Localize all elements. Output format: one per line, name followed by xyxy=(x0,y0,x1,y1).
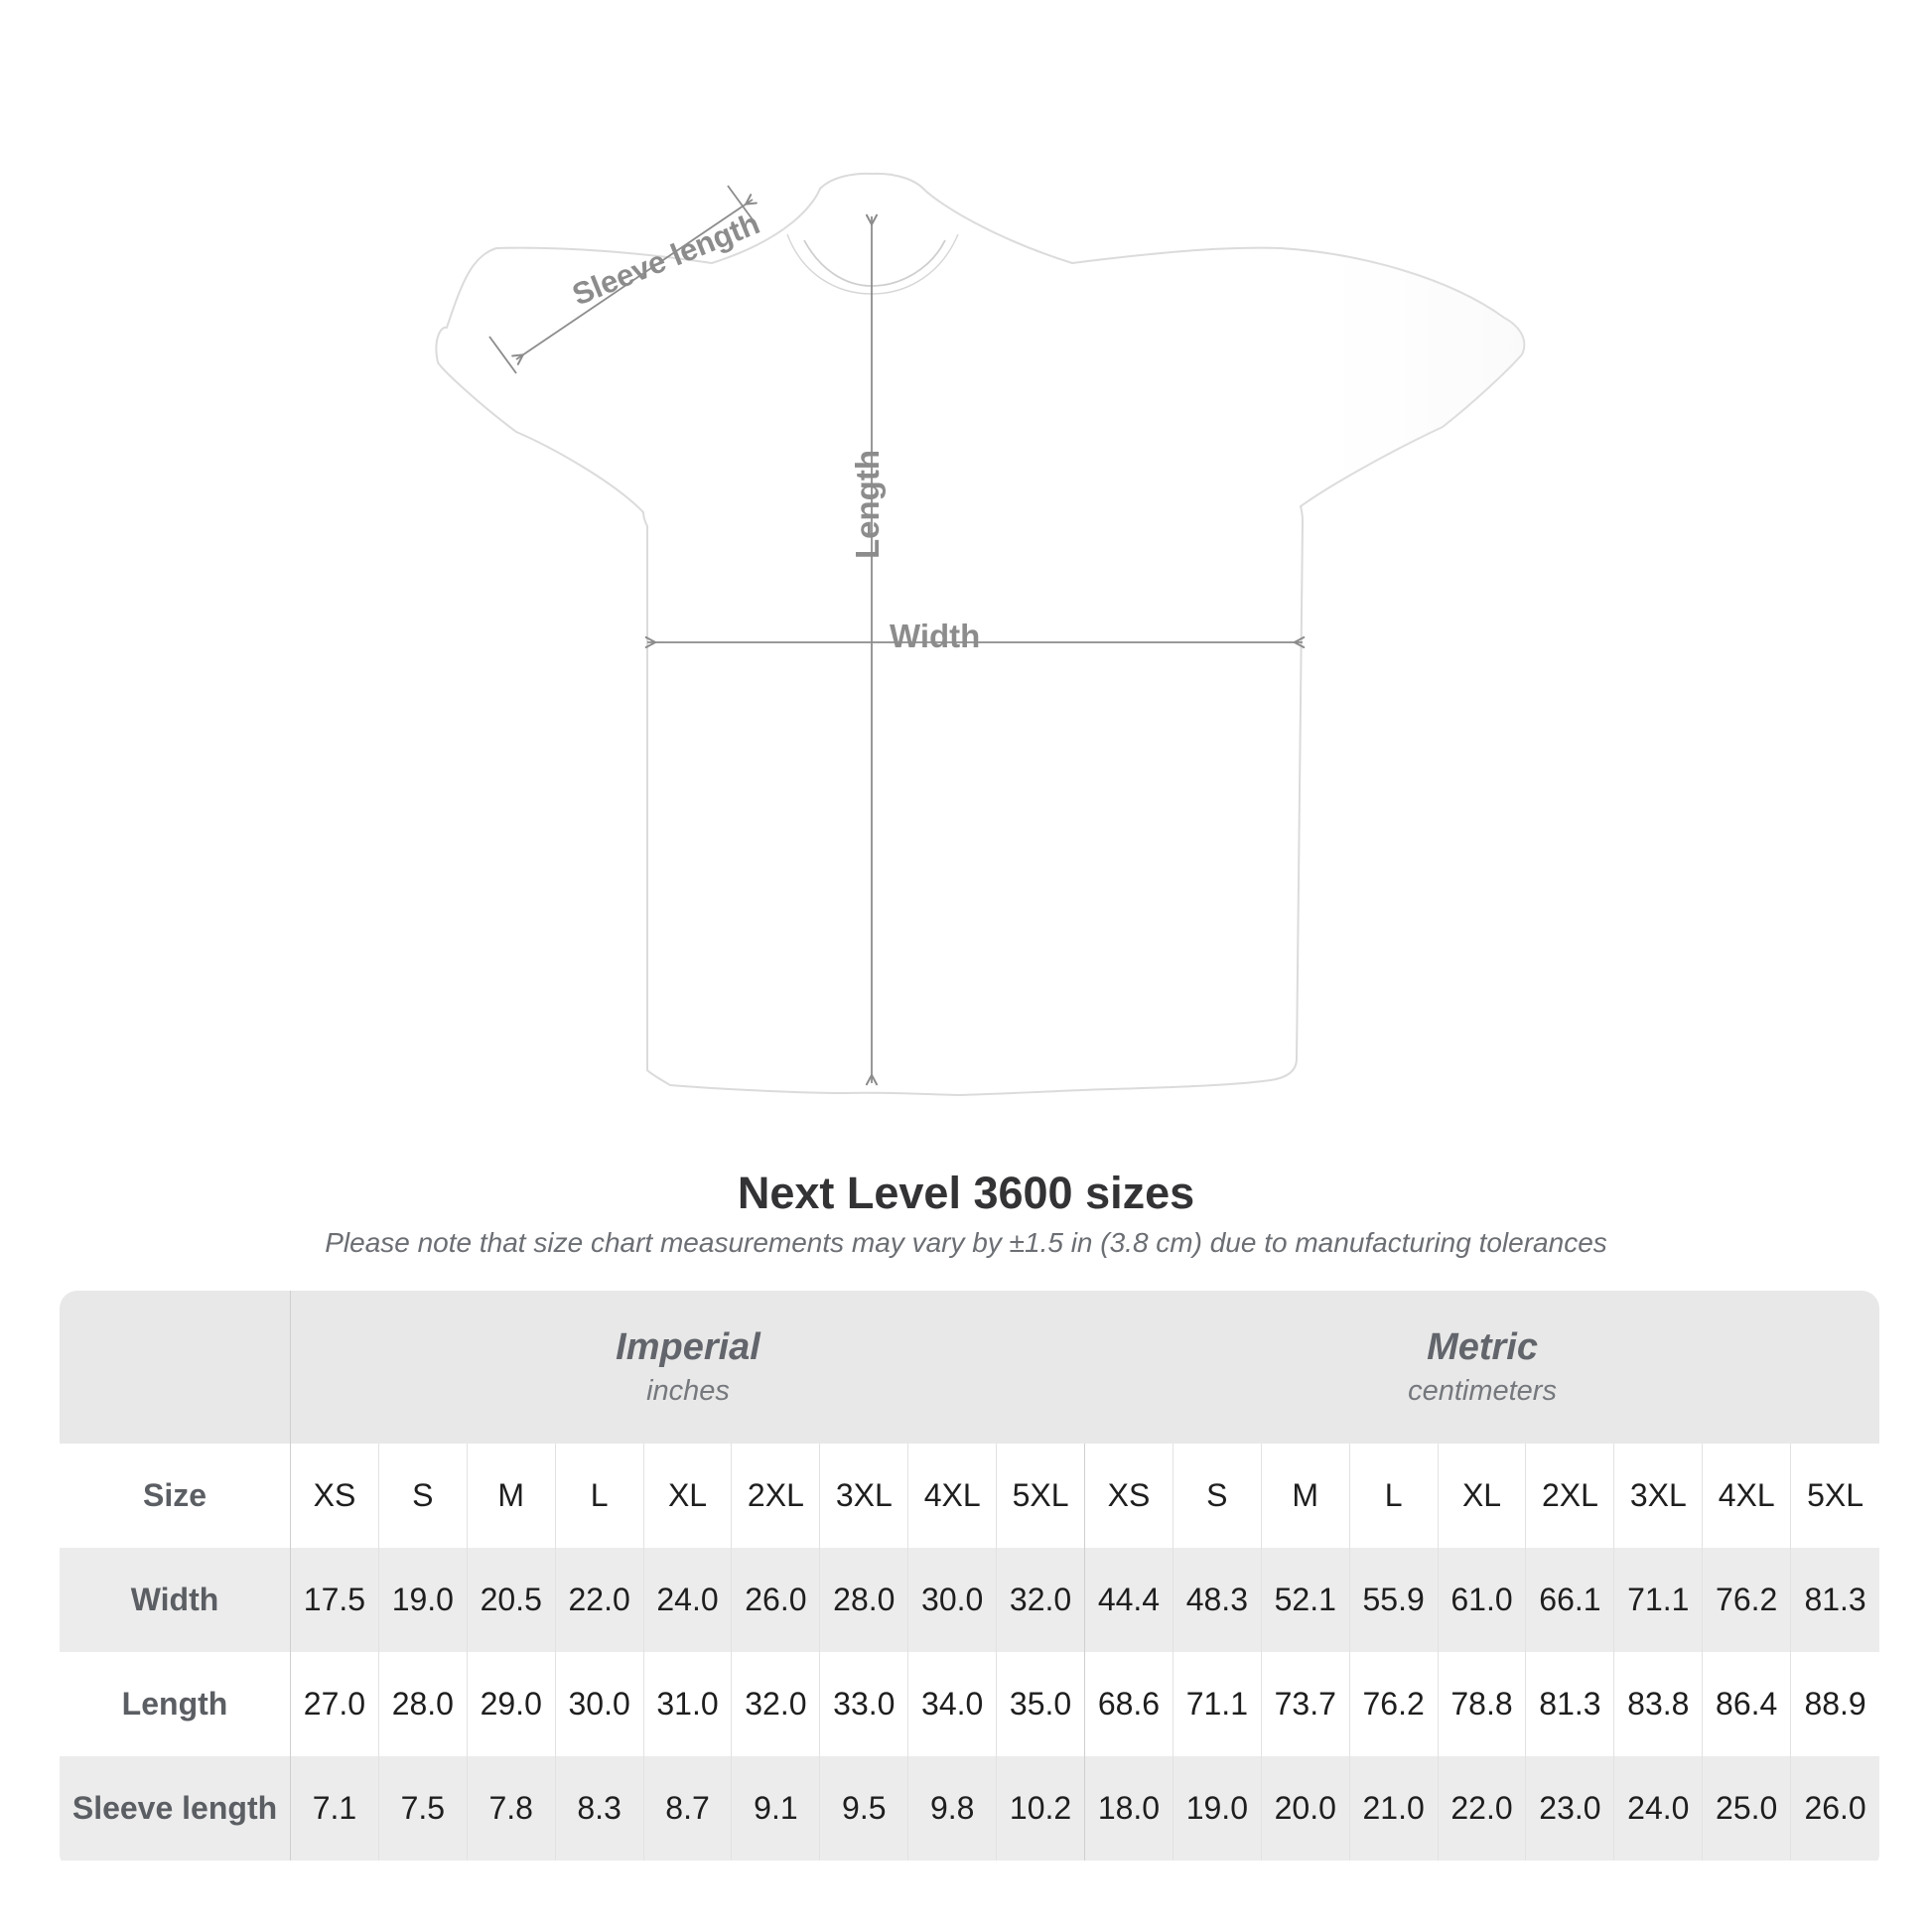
svg-text:Length: Length xyxy=(849,450,886,559)
svg-text:Width: Width xyxy=(890,618,980,654)
